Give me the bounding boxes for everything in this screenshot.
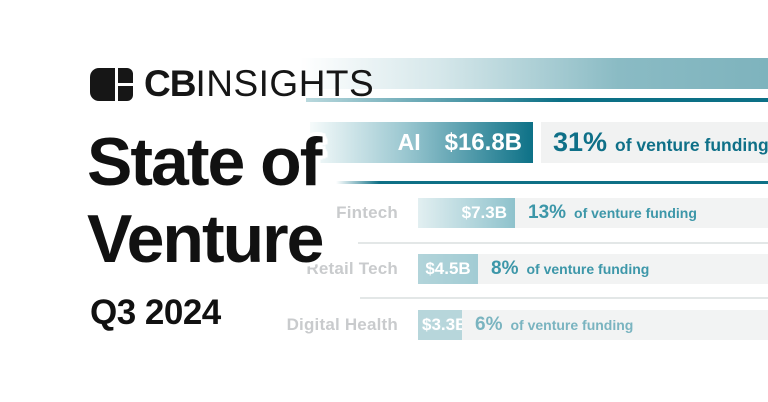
digital-health-percent-panel: 6% of venture funding [462,310,768,340]
digital-health-row-label: Digital Health [286,315,398,334]
digital-health-percent-suffix: of venture funding [510,317,634,333]
ai-bar-value: $16.8B [444,128,522,156]
fintech-percent-value: 13% [528,202,567,223]
ai-percent-value: 31% [553,127,608,157]
chart-row-retail-tech: Retail Tech $4.5B 8% of venture funding [0,254,768,284]
brand-wordmark: CB INSIGHTS [144,63,374,105]
chart-row-digital-health: Digital Health $3.3B 6% of venture fundi… [0,310,768,340]
ai-percent-panel: 31% of venture funding [541,122,768,163]
ai-divider-line [336,181,768,184]
retail-tech-divider-line [360,297,768,299]
ai-percent-suffix: of venture funding [615,135,768,155]
logo-icon-block-left [90,67,115,101]
brand-wordmark-cb: CB [144,63,196,104]
brand-wordmark-insights: INSIGHTS [195,63,375,104]
report-quarter: Q3 2024 [90,293,221,332]
fintech-row-label: Fintech [336,203,398,222]
logo-icon-block-top-right [118,67,133,83]
retail-tech-bar: $4.5B [418,254,478,284]
fintech-percent-line: 13% of venture funding [528,202,697,224]
ai-bar-gap [533,122,541,163]
chart-row-fintech: Fintech $7.3B 13% of venture funding [0,198,768,228]
logo-icon-block-bottom-right [118,85,133,101]
brand-logo: CB INSIGHTS [90,63,374,105]
digital-health-percent-line: 6% of venture funding [475,314,633,336]
digital-health-bar-value: $3.3B [422,315,468,334]
fintech-percent-suffix: of venture funding [574,205,697,221]
header-divider-line [306,98,768,102]
cb-insights-logo-icon [90,67,133,101]
digital-health-percent-value: 6% [475,314,503,335]
retail-tech-percent-value: 8% [491,258,519,279]
retail-tech-percent-panel: 8% of venture funding [478,254,768,284]
retail-tech-percent-suffix: of venture funding [526,261,650,277]
ai-bar-category: AI [397,129,421,155]
digital-health-bar: $3.3B [418,310,467,340]
fintech-divider-line [358,242,768,244]
fintech-percent-panel: 13% of venture funding [515,198,768,228]
page-title-line2: Venture [87,201,324,277]
chart-row-ai: AI $16.8B 31% of venture funding [310,122,768,163]
page-title-line1: State of [87,124,322,200]
page-title: State of Venture [87,124,324,278]
retail-tech-row-label: Retail Tech [306,259,398,278]
retail-tech-bar-value: $4.5B [425,259,471,278]
ai-bar: AI $16.8B [310,122,533,163]
retail-tech-percent-line: 8% of venture funding [491,258,649,280]
fintech-bar-value: $7.3B [461,203,507,222]
ai-percent-line: 31% of venture funding [553,127,768,158]
top-gradient-band [300,58,768,89]
fintech-bar: $7.3B [418,198,515,228]
